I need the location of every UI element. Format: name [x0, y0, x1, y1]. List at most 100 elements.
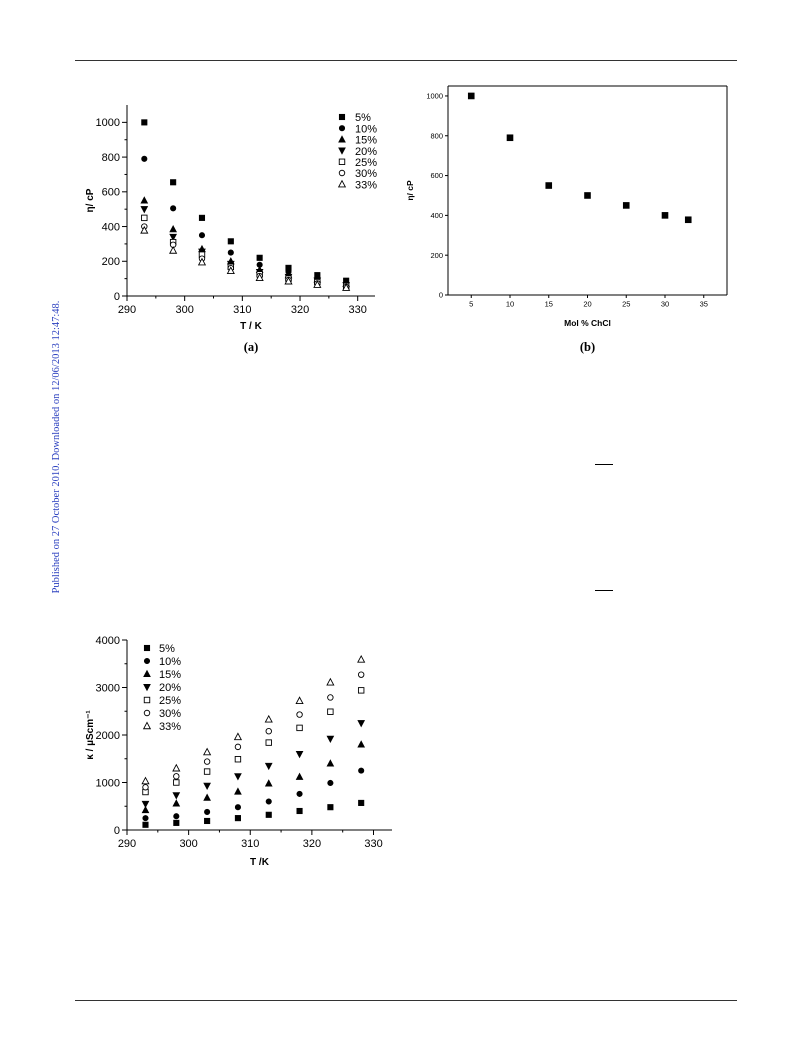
- data-point: [173, 819, 180, 826]
- data-point: [264, 762, 273, 771]
- data-point: [295, 696, 304, 705]
- legend-marker: [143, 709, 151, 717]
- y-tick-label: 1000: [96, 777, 120, 789]
- data-point: [234, 815, 241, 822]
- legend-marker: [338, 125, 346, 132]
- data-point: [142, 821, 149, 828]
- x-tick-label: 300: [175, 304, 193, 316]
- data-point: [357, 654, 366, 663]
- x-tick-label: 5: [469, 300, 473, 309]
- data-point: [357, 687, 365, 694]
- data-point: [295, 772, 304, 780]
- y-tick-label: 1000: [426, 92, 443, 101]
- data-point: [140, 225, 149, 234]
- data-point: [234, 743, 242, 751]
- data-point: [140, 206, 149, 214]
- data-point: [141, 800, 150, 809]
- data-point: [326, 677, 335, 686]
- data-point: [296, 790, 303, 797]
- data-point: [204, 817, 211, 825]
- data-point: [142, 784, 149, 791]
- data-point: [170, 179, 177, 186]
- data-point: [327, 804, 334, 811]
- data-point: [265, 811, 272, 818]
- data-point: [296, 807, 303, 815]
- data-point: [265, 739, 272, 746]
- data-point: [545, 182, 553, 189]
- data-point: [169, 224, 177, 233]
- x-tick-label: 15: [545, 300, 553, 309]
- viscosity-vs-temperature-chart: 290 300 310 320 330 0 200 400 600 800 1000 T / K η/ …: [85, 105, 377, 354]
- y-tick-label: 600: [430, 171, 443, 180]
- data-point: [327, 779, 334, 787]
- x-tick-label: 30: [661, 300, 669, 309]
- data-point: [141, 155, 148, 162]
- x-tick-label: 35: [700, 300, 708, 309]
- data-point: [295, 750, 304, 759]
- data-point: [264, 714, 273, 723]
- x-tick-label: 330: [364, 838, 382, 850]
- x-tick-label: 320: [303, 838, 321, 850]
- y-tick-label: 1000: [96, 117, 120, 129]
- data-point: [284, 276, 293, 285]
- x-tick-label: 310: [241, 838, 259, 850]
- data-point: [227, 249, 234, 256]
- data-point: [234, 756, 242, 763]
- legend-marker: [143, 696, 151, 704]
- data-point: [327, 708, 334, 715]
- data-point: [172, 763, 181, 772]
- data-point: [197, 257, 207, 266]
- legend-label: 10%: [159, 656, 181, 668]
- legend-marker: [143, 657, 151, 665]
- data-point: [198, 232, 206, 239]
- data-point: [357, 720, 366, 728]
- legend-label: 15%: [159, 669, 181, 681]
- y-tick-label: 3000: [96, 682, 120, 694]
- data-point: [173, 773, 180, 780]
- conductivity-vs-temperature-chart: 290 300 310 320 330 0 1000 2000 3000 4000 T /K κ / …: [85, 635, 392, 868]
- legend-marker: [338, 169, 346, 177]
- y-axis-label: η/ cP: [85, 188, 96, 212]
- data-point: [203, 747, 212, 756]
- data-point: [142, 815, 149, 822]
- legend-label: 15%: [355, 135, 377, 147]
- data-point: [172, 799, 181, 807]
- data-point: [326, 735, 335, 743]
- legend-label: 20%: [159, 682, 181, 694]
- data-point: [226, 266, 235, 275]
- data-point: [203, 758, 211, 765]
- data-point: [684, 216, 692, 224]
- legend-label: 5%: [159, 643, 175, 655]
- legend-marker: [338, 113, 346, 121]
- data-point: [234, 773, 242, 781]
- x-axis-label: Mol % ChCl: [564, 318, 611, 328]
- x-tick-label: 25: [622, 300, 630, 309]
- y-axis-label: η/ cP: [405, 180, 415, 201]
- y-tick-label: 200: [102, 256, 120, 268]
- data-point: [313, 280, 322, 288]
- data-point: [661, 212, 669, 219]
- publication-note: Published on 27 October 2010. Downloaded…: [51, 300, 62, 594]
- data-point: [358, 799, 365, 806]
- data-point: [256, 254, 263, 261]
- legend-label: 33%: [159, 721, 181, 733]
- data-point: [296, 711, 303, 718]
- data-point: [255, 273, 264, 281]
- data-point: [203, 793, 211, 801]
- data-point: [357, 671, 365, 678]
- y-tick-label: 200: [430, 251, 443, 260]
- bottom-rule: [75, 1000, 737, 1001]
- y-tick-label: 800: [102, 152, 120, 164]
- data-point: [342, 283, 351, 291]
- x-tick-label: 320: [291, 304, 309, 316]
- legend-label: 30%: [355, 168, 377, 180]
- data-point: [233, 732, 243, 741]
- y-tick-label: 400: [430, 211, 443, 220]
- legend-marker: [338, 135, 346, 143]
- data-point: [141, 805, 150, 814]
- data-point: [357, 740, 366, 748]
- legend-label: 20%: [355, 146, 377, 158]
- legend-label: 10%: [355, 123, 377, 135]
- legend-marker: [143, 669, 151, 678]
- legend-label: 25%: [355, 157, 377, 169]
